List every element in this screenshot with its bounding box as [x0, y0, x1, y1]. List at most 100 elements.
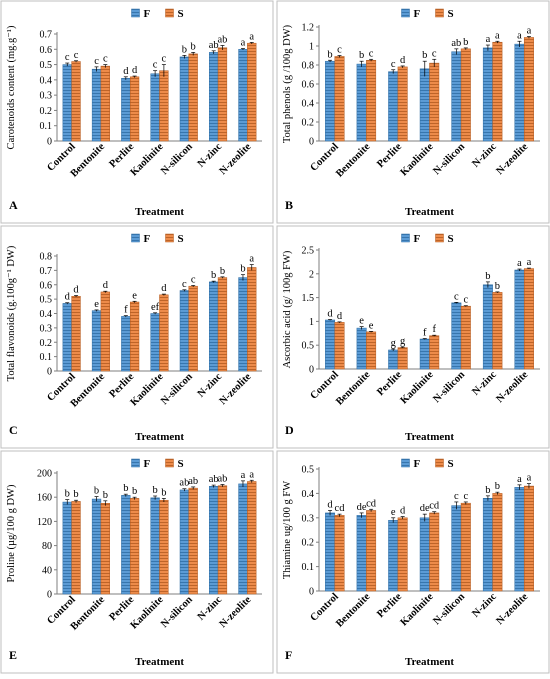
- y-tick-label: 0.3: [40, 91, 53, 102]
- significance-letter: a: [527, 257, 532, 268]
- significance-letter: b: [123, 483, 128, 494]
- bar-S: [397, 66, 408, 142]
- y-tick-label: 1: [309, 317, 314, 328]
- y-tick-label: 0.6: [40, 280, 53, 291]
- significance-letter: a: [517, 258, 522, 269]
- y-tick-label: 0: [47, 137, 52, 148]
- panel-frame: [276, 0, 550, 224]
- bar-F: [121, 78, 131, 142]
- legend-label-F: F: [144, 233, 151, 245]
- bar-F: [121, 316, 131, 372]
- bar-F: [325, 512, 336, 592]
- significance-letter: a: [527, 26, 532, 37]
- bar-F: [179, 290, 190, 372]
- y-tick-label: 0: [47, 590, 52, 601]
- y-tick-label: 1.2: [302, 23, 315, 34]
- bar-F: [419, 517, 430, 592]
- bar-F: [356, 63, 367, 142]
- significance-letter: ab: [218, 473, 228, 484]
- significance-letter: b: [94, 486, 99, 497]
- significance-letter: e: [94, 299, 99, 310]
- bar-F: [62, 303, 72, 372]
- significance-letter: b: [422, 50, 427, 61]
- y-tick-label: 120: [37, 517, 52, 528]
- legend-label-S: S: [448, 458, 454, 470]
- significance-letter: g: [400, 336, 406, 347]
- bar-S: [217, 47, 228, 142]
- y-axis-title: Ascorbic acid (g/ 100g FW): [282, 250, 293, 368]
- panel-frame: [276, 225, 550, 449]
- bar-S: [71, 61, 81, 142]
- chart-panel-c: 0 0.1 0.2 0.3 0.4 0.5 0.6 0.7 0.8 Total flavonoid…: [0, 225, 274, 449]
- significance-letter: c: [432, 48, 437, 59]
- significance-letter: d: [400, 506, 406, 517]
- significance-letter: b: [152, 485, 157, 496]
- bar-F: [209, 281, 219, 372]
- bar-S: [129, 76, 140, 142]
- legend-label-S: S: [178, 458, 184, 470]
- significance-letter: d: [132, 65, 138, 76]
- bar-S: [247, 42, 257, 142]
- bar-F: [356, 515, 367, 592]
- bar-F: [150, 497, 160, 595]
- y-tick-label: 2.5: [302, 246, 315, 257]
- bar-S: [71, 296, 81, 372]
- significance-letter: b: [132, 486, 137, 497]
- bar-F: [150, 73, 160, 142]
- y-tick-label: 40: [42, 565, 52, 576]
- chart-panel-d: 0 0.5 1 1.5 2 2.5 Ascorbic acid (g/ 100g FW) d d…: [276, 225, 550, 449]
- significance-letter: c: [182, 279, 187, 290]
- significance-letter: b: [495, 481, 500, 492]
- significance-letter: b: [161, 487, 166, 498]
- significance-letter: ab: [188, 476, 198, 487]
- y-tick-label: 0.8: [40, 252, 53, 263]
- significance-letter: ab: [209, 40, 219, 51]
- significance-letter: b: [240, 264, 245, 275]
- bar-F: [209, 486, 219, 595]
- significance-letter: e: [132, 290, 137, 301]
- legend-swatch-F: [131, 458, 140, 468]
- y-tick-label: 0.5: [302, 465, 315, 476]
- significance-letter: b: [191, 41, 196, 52]
- y-tick-label: 0.3: [302, 513, 315, 524]
- significance-letter: b: [65, 489, 70, 500]
- bar-S: [159, 499, 169, 595]
- y-tick-label: 0.2: [40, 338, 53, 349]
- significance-letter: b: [485, 485, 490, 496]
- y-tick-label: 0.7: [40, 30, 53, 41]
- significance-letter: d: [123, 66, 129, 77]
- bar-F: [325, 60, 336, 142]
- bar-S: [217, 485, 228, 595]
- bar-F: [91, 498, 102, 595]
- panel-label: C: [9, 423, 18, 437]
- bar-F: [238, 49, 248, 142]
- y-tick-label: 0.4: [40, 75, 53, 86]
- bar-S: [188, 487, 198, 595]
- bar-S: [429, 335, 440, 370]
- legend-swatch-S: [435, 8, 444, 18]
- bar-F: [419, 68, 430, 142]
- y-tick-label: 0.5: [40, 295, 53, 306]
- legend-label-S: S: [178, 8, 184, 20]
- significance-letter: b: [103, 490, 108, 501]
- legend-label-F: F: [144, 458, 151, 470]
- significance-letter: a: [241, 470, 246, 481]
- bar-F: [451, 302, 462, 370]
- bar-F: [209, 52, 219, 142]
- significance-letter: d: [161, 283, 167, 294]
- significance-letter: ab: [209, 474, 219, 485]
- y-tick-label: 0.2: [40, 106, 53, 117]
- significance-letter: ab: [451, 38, 461, 49]
- chart-panel-a: 0 0.1 0.2 0.3 0.4 0.5 0.6 0.7 Carotenoids conten…: [0, 0, 274, 224]
- significance-letter: a: [527, 473, 532, 484]
- bar-S: [523, 268, 534, 370]
- bar-F: [150, 313, 160, 372]
- legend-label-F: F: [414, 8, 421, 20]
- bar-S: [247, 267, 257, 372]
- legend-label-F: F: [414, 233, 421, 245]
- bar-S: [188, 53, 198, 142]
- significance-letter: f: [423, 328, 427, 339]
- significance-letter: b: [485, 271, 490, 282]
- significance-letter: c: [337, 45, 342, 56]
- y-tick-label: 0.2: [302, 538, 315, 549]
